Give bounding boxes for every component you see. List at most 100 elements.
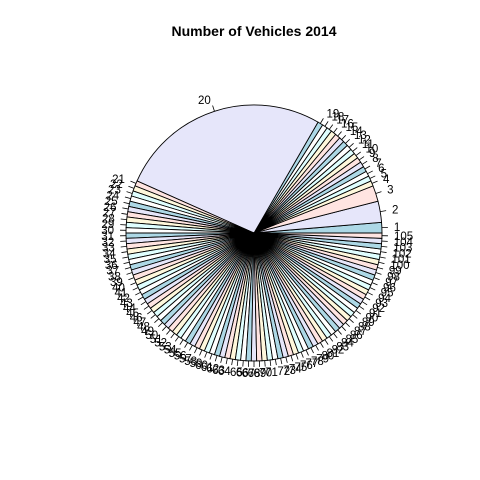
- pie-label-64: 64: [218, 366, 231, 378]
- pie-label-101: 101: [392, 254, 411, 266]
- pie-label-20: 20: [198, 95, 211, 107]
- pie-tick-6: [367, 170, 373, 175]
- pie-tick-41: [132, 287, 139, 291]
- pie-label-93: 93: [375, 298, 388, 310]
- pie-label-60: 60: [195, 360, 208, 372]
- pie-tick-95: [369, 287, 376, 291]
- pie-label-78: 78: [311, 356, 324, 368]
- pie-label-72: 72: [277, 366, 290, 378]
- pie-tick-89: [352, 314, 358, 319]
- pie-tick-50: [161, 326, 167, 331]
- pie-label-44: 44: [123, 303, 136, 315]
- pie-label-11: 11: [362, 139, 374, 151]
- pie-tick-3: [375, 191, 382, 194]
- pie-tick-79: [310, 347, 314, 354]
- pie-label-18: 18: [331, 111, 344, 123]
- pie-tick-44: [140, 301, 147, 306]
- pie-label-33: 33: [102, 243, 115, 255]
- pie-tick-21: [130, 180, 137, 184]
- pie-label-99: 99: [389, 266, 402, 278]
- pie-label-96: 96: [383, 282, 396, 294]
- pie-tick-54: [179, 339, 184, 345]
- pie-label-59: 59: [190, 358, 203, 370]
- pie-slices: [125, 104, 383, 362]
- pie-label-61: 61: [201, 362, 214, 374]
- pie-tick-87: [345, 322, 351, 328]
- pie-tick-45: [143, 305, 150, 310]
- pie-tick-17: [328, 124, 334, 130]
- pie-tick-101: [379, 256, 386, 259]
- pie-label-82: 82: [331, 345, 344, 357]
- pie-label-12: 12: [358, 134, 371, 146]
- pie-tick-82: [324, 339, 329, 345]
- pie-label-63: 63: [212, 365, 225, 377]
- pie-label-97: 97: [385, 277, 398, 289]
- pie-label-5: 5: [381, 168, 387, 180]
- pie-tick-10: [355, 151, 361, 156]
- pie-tick-103: [381, 245, 388, 248]
- pie-tick-19: [319, 118, 324, 124]
- pie-label-28: 28: [102, 213, 115, 225]
- pie-tick-100: [378, 261, 385, 264]
- pie-tick-4: [371, 180, 378, 184]
- pie-labels: 1234567891011121314151617181920212223242…: [101, 95, 413, 380]
- pie-label-62: 62: [206, 364, 219, 376]
- pie-label-90: 90: [366, 313, 379, 325]
- pie-tick-75: [290, 355, 294, 362]
- pie-tick-15: [337, 131, 342, 137]
- pie-label-30: 30: [101, 225, 114, 237]
- pie-label-105: 105: [394, 231, 413, 243]
- pie-tick-60: [209, 353, 213, 360]
- pie-label-81: 81: [327, 348, 340, 360]
- pie-tick-98: [375, 272, 382, 275]
- pie-label-70: 70: [259, 368, 272, 380]
- pie-tick-20: [212, 105, 215, 112]
- pie-label-27: 27: [103, 208, 116, 220]
- pie-label-56: 56: [174, 351, 187, 363]
- pie-tick-99: [377, 267, 384, 270]
- pie-tick-88: [348, 318, 354, 323]
- pie-label-21: 21: [112, 174, 125, 186]
- pie-label-39: 39: [110, 277, 123, 289]
- pie-tick-7: [364, 165, 371, 170]
- pie-label-36: 36: [105, 260, 118, 272]
- chart-title: Number of Vehicles 2014: [172, 23, 337, 39]
- pie-label-104: 104: [394, 237, 414, 249]
- pie-tick-53: [174, 336, 180, 342]
- pie-label-42: 42: [117, 293, 130, 305]
- pie-label-77: 77: [306, 358, 319, 370]
- pie-label-74: 74: [289, 364, 302, 376]
- pie-tick-22: [128, 185, 135, 189]
- pie-tick-26: [122, 207, 129, 210]
- pie-label-51: 51: [150, 334, 163, 346]
- pie-tick-33: [120, 245, 127, 248]
- pie-tick-96: [371, 282, 378, 286]
- pie-tick-48: [154, 318, 160, 323]
- pie-label-48: 48: [137, 322, 150, 334]
- pie-label-89: 89: [362, 317, 375, 329]
- pie-label-14: 14: [350, 126, 363, 138]
- pie-label-22: 22: [110, 179, 123, 191]
- pie-tick-74: [285, 356, 288, 363]
- pie-label-73: 73: [283, 365, 296, 377]
- pie-label-46: 46: [130, 313, 143, 325]
- pie-tick-16: [333, 127, 338, 133]
- pie-tick-81: [319, 342, 324, 348]
- pie-tick-94: [367, 291, 373, 296]
- pie-tick-76: [295, 353, 299, 360]
- pie-tick-61: [214, 355, 218, 362]
- pie-label-10: 10: [366, 143, 379, 155]
- pie-label-91: 91: [369, 308, 382, 320]
- pie-tick-97: [373, 277, 380, 281]
- pie-tick-62: [220, 356, 223, 363]
- pie-tick-66: [242, 360, 244, 367]
- pie-tick-91: [358, 305, 365, 310]
- pie-tick-35: [122, 256, 129, 259]
- pie-label-7: 7: [375, 158, 381, 170]
- pie-label-76: 76: [300, 360, 313, 372]
- pie-tick-40: [130, 282, 137, 286]
- pie-tick-36: [123, 261, 130, 264]
- pie-label-31: 31: [101, 231, 114, 243]
- pie-tick-38: [126, 272, 133, 275]
